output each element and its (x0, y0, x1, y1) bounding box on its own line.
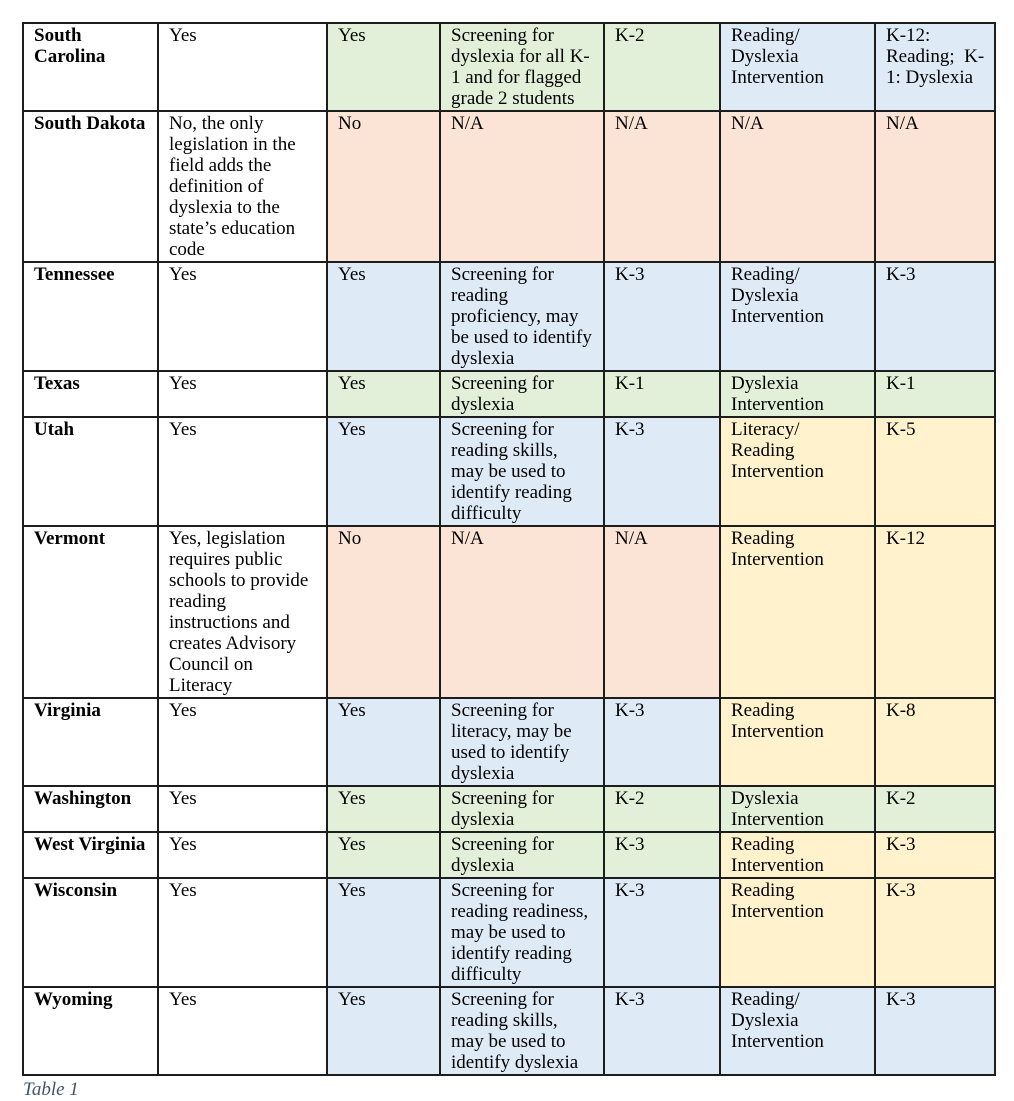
screening-grades-cell: K-3 (603, 877, 721, 988)
screening-description-cell: N/A (439, 525, 605, 699)
screening-grades-cell: K-3 (603, 416, 721, 527)
state-cell: Texas (22, 370, 159, 418)
intervention-cell: Reading Intervention (719, 525, 876, 699)
screening-grades-cell: K-2 (603, 22, 721, 112)
table-row: West Virginia Yes Yes Screening for dyslexi… (22, 831, 996, 879)
screening-required-cell: Yes (326, 877, 441, 988)
screening-grades-cell: K-3 (603, 986, 721, 1076)
screening-required-cell: Yes (326, 261, 441, 372)
intervention-grades-cell: K-1 (874, 370, 996, 418)
screening-required-cell: Yes (326, 785, 441, 833)
legislation-cell: No, the only legislation in the field ad… (157, 110, 328, 263)
intervention-grades-cell: K-12: Reading; K-1: Dyslexia (874, 22, 996, 112)
legislation-cell: Yes, legislation requires public schools… (157, 525, 328, 699)
intervention-cell: Dyslexia Intervention (719, 785, 876, 833)
screening-description-cell: N/A (439, 110, 605, 263)
legislation-cell: Yes (157, 697, 328, 787)
screening-description-cell: Screening for dyslexia (439, 370, 605, 418)
legislation-cell: Yes (157, 416, 328, 527)
screening-grades-cell: K-3 (603, 697, 721, 787)
intervention-cell: Literacy/ Reading Intervention (719, 416, 876, 527)
state-cell: Utah (22, 416, 159, 527)
state-cell: Virginia (22, 697, 159, 787)
intervention-grades-cell: K-3 (874, 831, 996, 879)
table-row: Tennessee Yes Yes Screening for reading pro… (22, 261, 996, 372)
legislation-cell: Yes (157, 831, 328, 879)
table-row: Wisconsin Yes Yes Screening for reading rea… (22, 877, 996, 988)
intervention-cell: Reading Intervention (719, 831, 876, 879)
table-row: Utah Yes Yes Screening for reading skills, … (22, 416, 996, 527)
intervention-grades-cell: K-12 (874, 525, 996, 699)
screening-grades-cell: K-3 (603, 261, 721, 372)
table-caption: Table 1 (23, 1079, 79, 1100)
state-cell: Washington (22, 785, 159, 833)
screening-description-cell: Screening for reading proficiency, may b… (439, 261, 605, 372)
screening-grades-cell: K-3 (603, 831, 721, 879)
state-cell: Vermont (22, 525, 159, 699)
state-cell: Wisconsin (22, 877, 159, 988)
legislation-cell: Yes (157, 261, 328, 372)
screening-required-cell: Yes (326, 22, 441, 112)
screening-description-cell: Screening for dyslexia (439, 831, 605, 879)
intervention-cell: Reading/ Dyslexia Intervention (719, 22, 876, 112)
table-row: South Carolina Yes Yes Screening for dyslex… (22, 22, 996, 112)
legislation-cell: Yes (157, 877, 328, 988)
screening-required-cell: Yes (326, 416, 441, 527)
screening-required-cell: No (326, 525, 441, 699)
legislation-cell: Yes (157, 22, 328, 112)
table-row: Washington Yes Yes Screening for dyslexia K-… (22, 785, 996, 833)
screening-description-cell: Screening for reading skills, may be use… (439, 986, 605, 1076)
state-cell: Tennessee (22, 261, 159, 372)
intervention-cell: Reading/ Dyslexia Intervention (719, 261, 876, 372)
intervention-cell: Reading Intervention (719, 877, 876, 988)
intervention-grades-cell: K-8 (874, 697, 996, 787)
intervention-cell: Reading Intervention (719, 697, 876, 787)
table-row: Virginia Yes Yes Screening for literacy, ma… (22, 697, 996, 787)
screening-required-cell: Yes (326, 697, 441, 787)
intervention-cell: N/A (719, 110, 876, 263)
screening-description-cell: Screening for dyslexia for all K-1 and f… (439, 22, 605, 112)
table-row: Texas Yes Yes Screening for dyslexia K-1 Dysl… (22, 370, 996, 418)
state-cell: South Carolina (22, 22, 159, 112)
screening-description-cell: Screening for dyslexia (439, 785, 605, 833)
state-cell: West Virginia (22, 831, 159, 879)
screening-description-cell: Screening for literacy, may be used to i… (439, 697, 605, 787)
table-row: South Dakota No, the only legislation in … (22, 110, 996, 263)
intervention-grades-cell: K-3 (874, 986, 996, 1076)
screening-grades-cell: N/A (603, 110, 721, 263)
screening-description-cell: Screening for reading skills, may be use… (439, 416, 605, 527)
table-row: Wyoming Yes Yes Screening for reading skill… (22, 986, 996, 1076)
screening-grades-cell: K-1 (603, 370, 721, 418)
legislation-cell: Yes (157, 785, 328, 833)
screening-required-cell: Yes (326, 370, 441, 418)
state-cell: South Dakota (22, 110, 159, 263)
intervention-grades-cell: K-5 (874, 416, 996, 527)
state-cell: Wyoming (22, 986, 159, 1076)
intervention-cell: Reading/ Dyslexia Intervention (719, 986, 876, 1076)
screening-required-cell: Yes (326, 986, 441, 1076)
intervention-grades-cell: K-2 (874, 785, 996, 833)
screening-grades-cell: K-2 (603, 785, 721, 833)
intervention-cell: Dyslexia Intervention (719, 370, 876, 418)
legislation-cell: Yes (157, 370, 328, 418)
screening-required-cell: No (326, 110, 441, 263)
legislation-cell: Yes (157, 986, 328, 1076)
intervention-grades-cell: N/A (874, 110, 996, 263)
screening-description-cell: Screening for reading readiness, may be … (439, 877, 605, 988)
state-dyslexia-legislation-table: South Carolina Yes Yes Screening for dyslex… (22, 22, 996, 1076)
screening-grades-cell: N/A (603, 525, 721, 699)
screening-required-cell: Yes (326, 831, 441, 879)
intervention-grades-cell: K-3 (874, 261, 996, 372)
table-row: Vermont Yes, legislation requires public … (22, 525, 996, 699)
intervention-grades-cell: K-3 (874, 877, 996, 988)
